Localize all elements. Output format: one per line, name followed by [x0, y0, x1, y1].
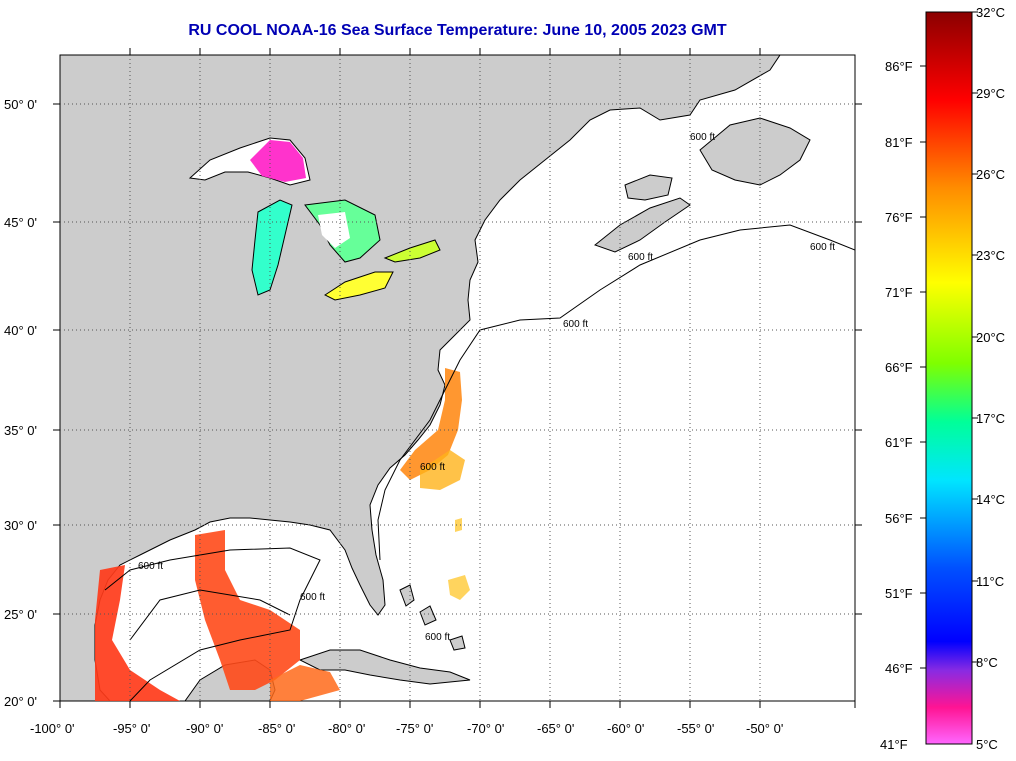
lon-tick-label: -75° 0': [396, 721, 433, 736]
lon-tick-label: -100° 0': [30, 721, 75, 736]
fahrenheit-label: 86°F: [885, 59, 913, 74]
land-newfoundland: [699, 117, 811, 186]
lake-erie: [323, 271, 394, 301]
celsius-label: 11°C: [976, 574, 1004, 589]
lon-tick-label: -70° 0': [467, 721, 504, 736]
lon-tick-label: -60° 0': [607, 721, 644, 736]
lat-axis: 20° 0' 25° 0' 30° 0' 35° 0' 40° 0' 45° 0…: [4, 97, 37, 709]
land-bahamas: [399, 584, 466, 651]
isobath-label: 600 ft: [425, 632, 450, 643]
sst-gulf-east: [270, 665, 340, 701]
isobath-label: 600 ft: [300, 592, 325, 603]
isobath-label: 600 ft: [138, 561, 163, 572]
map-grid: [60, 55, 855, 701]
fahrenheit-label: 61°F: [885, 435, 913, 450]
isobath-labels: 600 ft 600 ft 600 ft 600 ft 600 ft 600 f…: [138, 132, 835, 643]
fahrenheit-label: 51°F: [885, 586, 913, 601]
lake-huron-white: [318, 212, 350, 248]
lake-superior-sst: [250, 140, 306, 182]
map-title: RU COOL NOAA-16 Sea Surface Temperature:…: [188, 22, 727, 39]
fahrenheit-label: 46°F: [885, 661, 913, 676]
axis-ticks: [53, 48, 862, 708]
fahrenheit-label: 41°F: [880, 737, 908, 752]
fahrenheit-label: 66°F: [885, 360, 913, 375]
sst-gulf-stream: [400, 368, 462, 480]
fahrenheit-label: 81°F: [885, 135, 913, 150]
celsius-label: 29°C: [976, 86, 1005, 101]
lat-tick-label: 35° 0': [4, 423, 37, 438]
celsius-label: 23°C: [976, 248, 1005, 263]
isobath-gulf: [104, 547, 321, 701]
lat-tick-label: 20° 0': [4, 694, 37, 709]
sst-gulf-stream-2: [420, 450, 465, 490]
isobath-gom-loop: [129, 589, 291, 641]
sst-gulf-west: [95, 565, 180, 701]
lon-tick-label: -65° 0': [537, 721, 574, 736]
celsius-label: 5°C: [976, 737, 998, 752]
colorbar-ticks: [920, 11, 978, 669]
isobath-label: 600 ft: [810, 242, 835, 253]
colorbar-celsius: 32°C 29°C 26°C 23°C 20°C 17°C 14°C 11°C …: [976, 5, 1005, 752]
fahrenheit-label: 56°F: [885, 511, 913, 526]
fahrenheit-label: 71°F: [885, 285, 913, 300]
land-nova-scotia: [593, 197, 691, 253]
land-cape-breton: [624, 174, 673, 201]
isobath-label: 600 ft: [420, 462, 445, 473]
celsius-label: 26°C: [976, 167, 1005, 182]
lake-michigan: [251, 199, 293, 296]
isobath-label: 600 ft: [563, 319, 588, 330]
sst-atlantic-spots: [448, 518, 470, 600]
lon-tick-label: -95° 0': [113, 721, 150, 736]
lon-tick-label: -85° 0': [258, 721, 295, 736]
celsius-label: 17°C: [976, 411, 1005, 426]
land-cuba: [298, 649, 471, 685]
isobath-label: 600 ft: [628, 252, 653, 263]
lat-tick-label: 45° 0': [4, 215, 37, 230]
lon-tick-label: -80° 0': [328, 721, 365, 736]
celsius-label: 14°C: [976, 492, 1005, 507]
fahrenheit-label: 76°F: [885, 210, 913, 225]
celsius-label: 20°C: [976, 330, 1005, 345]
lat-tick-label: 30° 0': [4, 518, 37, 533]
lon-tick-label: -50° 0': [746, 721, 783, 736]
sst-gulf-central: [195, 530, 300, 690]
lon-tick-label: -90° 0': [186, 721, 223, 736]
lat-tick-label: 50° 0': [4, 97, 37, 112]
celsius-label: 8°C: [976, 655, 998, 670]
lat-tick-label: 25° 0': [4, 607, 37, 622]
lat-tick-label: 40° 0': [4, 323, 37, 338]
lon-axis: -100° 0' -95° 0' -90° 0' -85° 0' -80° 0'…: [30, 721, 783, 736]
colorbar: [925, 11, 973, 745]
celsius-label: 32°C: [976, 5, 1005, 20]
lon-tick-label: -55° 0': [677, 721, 714, 736]
isobath-atlantic: [377, 224, 855, 561]
land-north-america: [60, 55, 781, 701]
colorbar-fahrenheit: 86°F 81°F 76°F 71°F 66°F 61°F 56°F 51°F …: [880, 59, 913, 752]
isobath-label: 600 ft: [690, 132, 715, 143]
